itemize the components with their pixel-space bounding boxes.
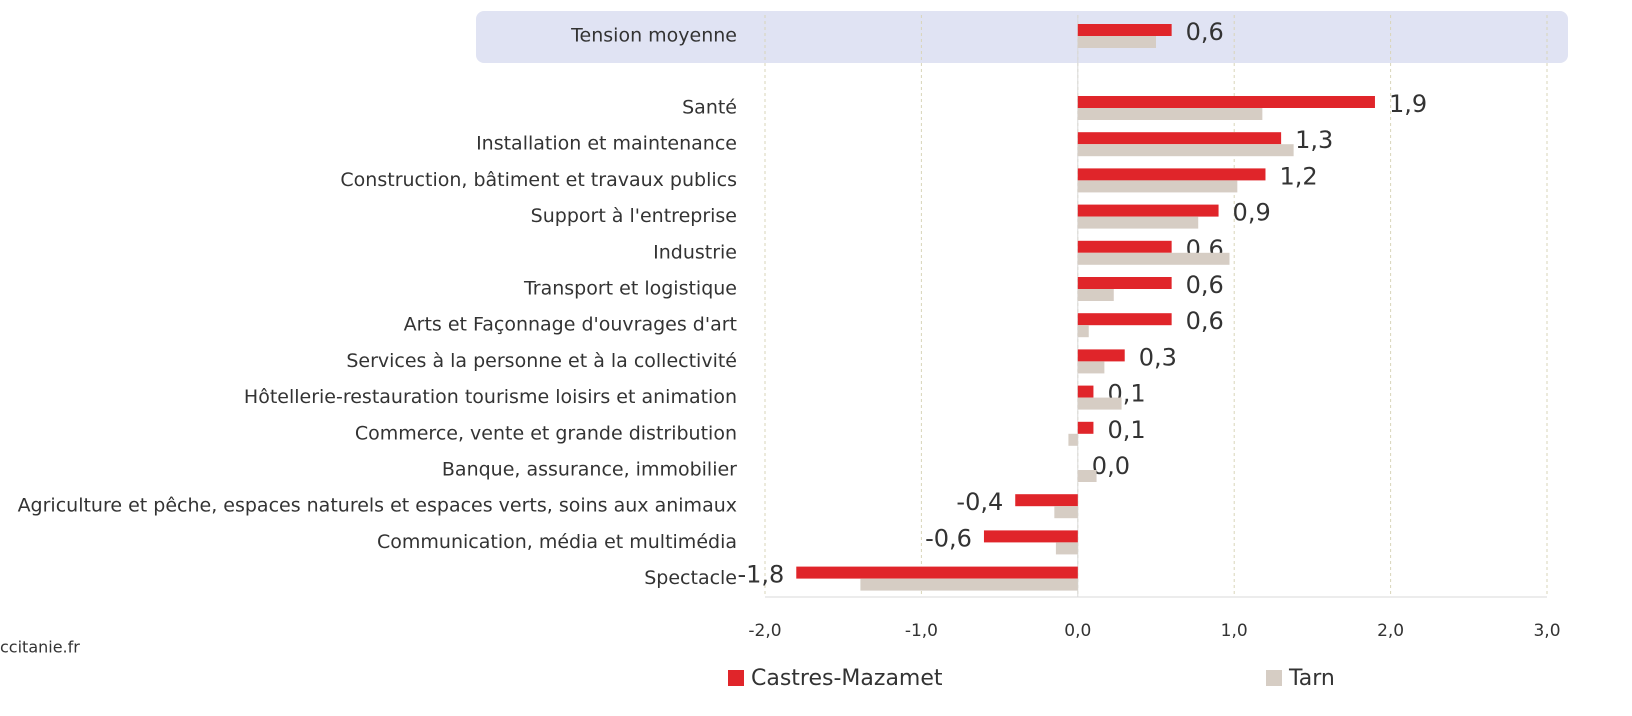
bar: [1015, 494, 1078, 507]
bar: [1077, 289, 1114, 301]
bar: [1054, 506, 1078, 519]
bar: [1077, 36, 1156, 48]
category-label: Support à l'entreprise: [531, 205, 737, 227]
category-label: Industrie: [653, 241, 737, 263]
category-label: Installation et maintenance: [476, 133, 737, 155]
category-label: Banque, assurance, immobilier: [442, 459, 737, 481]
bar: [1077, 313, 1172, 326]
category-label: Services à la personne et à la collectiv…: [346, 350, 737, 372]
value-label: 1,9: [1389, 90, 1427, 118]
legend-swatch: [1266, 670, 1282, 686]
bar: [1077, 180, 1238, 193]
bar: [1077, 277, 1172, 289]
bar: [1077, 216, 1199, 229]
category-label: Construction, bâtiment et travaux public…: [340, 169, 737, 191]
value-label: 1,2: [1279, 162, 1317, 190]
category-label: Transport et logistique: [523, 278, 737, 300]
x-tick-label: -2,0: [748, 621, 781, 641]
x-tick-label: 2,0: [1377, 621, 1404, 641]
x-tick-label: 3,0: [1533, 621, 1560, 641]
category-label: Santé: [682, 97, 737, 119]
bar: [1077, 108, 1263, 120]
bar: [1077, 361, 1105, 374]
bar: [1077, 240, 1172, 253]
bar: [1077, 397, 1122, 410]
bar: [1077, 325, 1089, 338]
bar: [1077, 252, 1230, 265]
bar: [1068, 433, 1078, 446]
bar: [1077, 349, 1125, 362]
value-label: -0,4: [956, 488, 1003, 516]
value-label: 0,6: [1186, 18, 1224, 46]
row-highlight: [476, 11, 1568, 63]
value-label: 0,0: [1092, 452, 1130, 480]
bar: [1077, 144, 1294, 157]
value-label: 0,9: [1233, 199, 1271, 227]
legend-label: Castres-Mazamet: [751, 666, 943, 691]
bar: [1077, 168, 1266, 181]
legend-label: Tarn: [1288, 666, 1335, 691]
bar: [1077, 132, 1282, 145]
bar: [1077, 204, 1219, 217]
bar: [1055, 542, 1078, 555]
category-label: Hôtellerie-restauration tourisme loisirs…: [244, 386, 737, 408]
category-label: Communication, média et multimédia: [377, 531, 737, 553]
value-label: 0,6: [1186, 307, 1224, 335]
value-label: -1,8: [737, 561, 784, 589]
category-label: Arts et Façonnage d'ouvrages d'art: [404, 314, 737, 336]
value-label: 0,3: [1139, 343, 1177, 371]
value-label: 0,6: [1186, 271, 1224, 299]
category-label: Tension moyenne: [570, 25, 737, 47]
bar: [1077, 421, 1094, 434]
bar: [983, 530, 1078, 543]
bar: [1077, 470, 1097, 482]
bar: [1077, 385, 1094, 398]
value-label: -0,6: [925, 524, 972, 552]
category-label: Spectacle: [644, 567, 737, 589]
bar: [860, 578, 1078, 591]
bar: [1077, 24, 1172, 36]
value-label: 0,1: [1107, 416, 1145, 444]
category-label: Agriculture et pêche, espaces naturels e…: [18, 495, 737, 517]
category-label: Commerce, vente et grande distribution: [355, 422, 737, 444]
bar: [796, 566, 1078, 579]
bar: [1077, 96, 1375, 108]
legend-swatch: [728, 670, 744, 686]
value-label: 1,3: [1295, 126, 1333, 154]
x-tick-label: 0,0: [1064, 621, 1091, 641]
x-tick-label: -1,0: [905, 621, 938, 641]
source: ccitanie.fr: [0, 638, 80, 657]
x-tick-label: 1,0: [1221, 621, 1248, 641]
